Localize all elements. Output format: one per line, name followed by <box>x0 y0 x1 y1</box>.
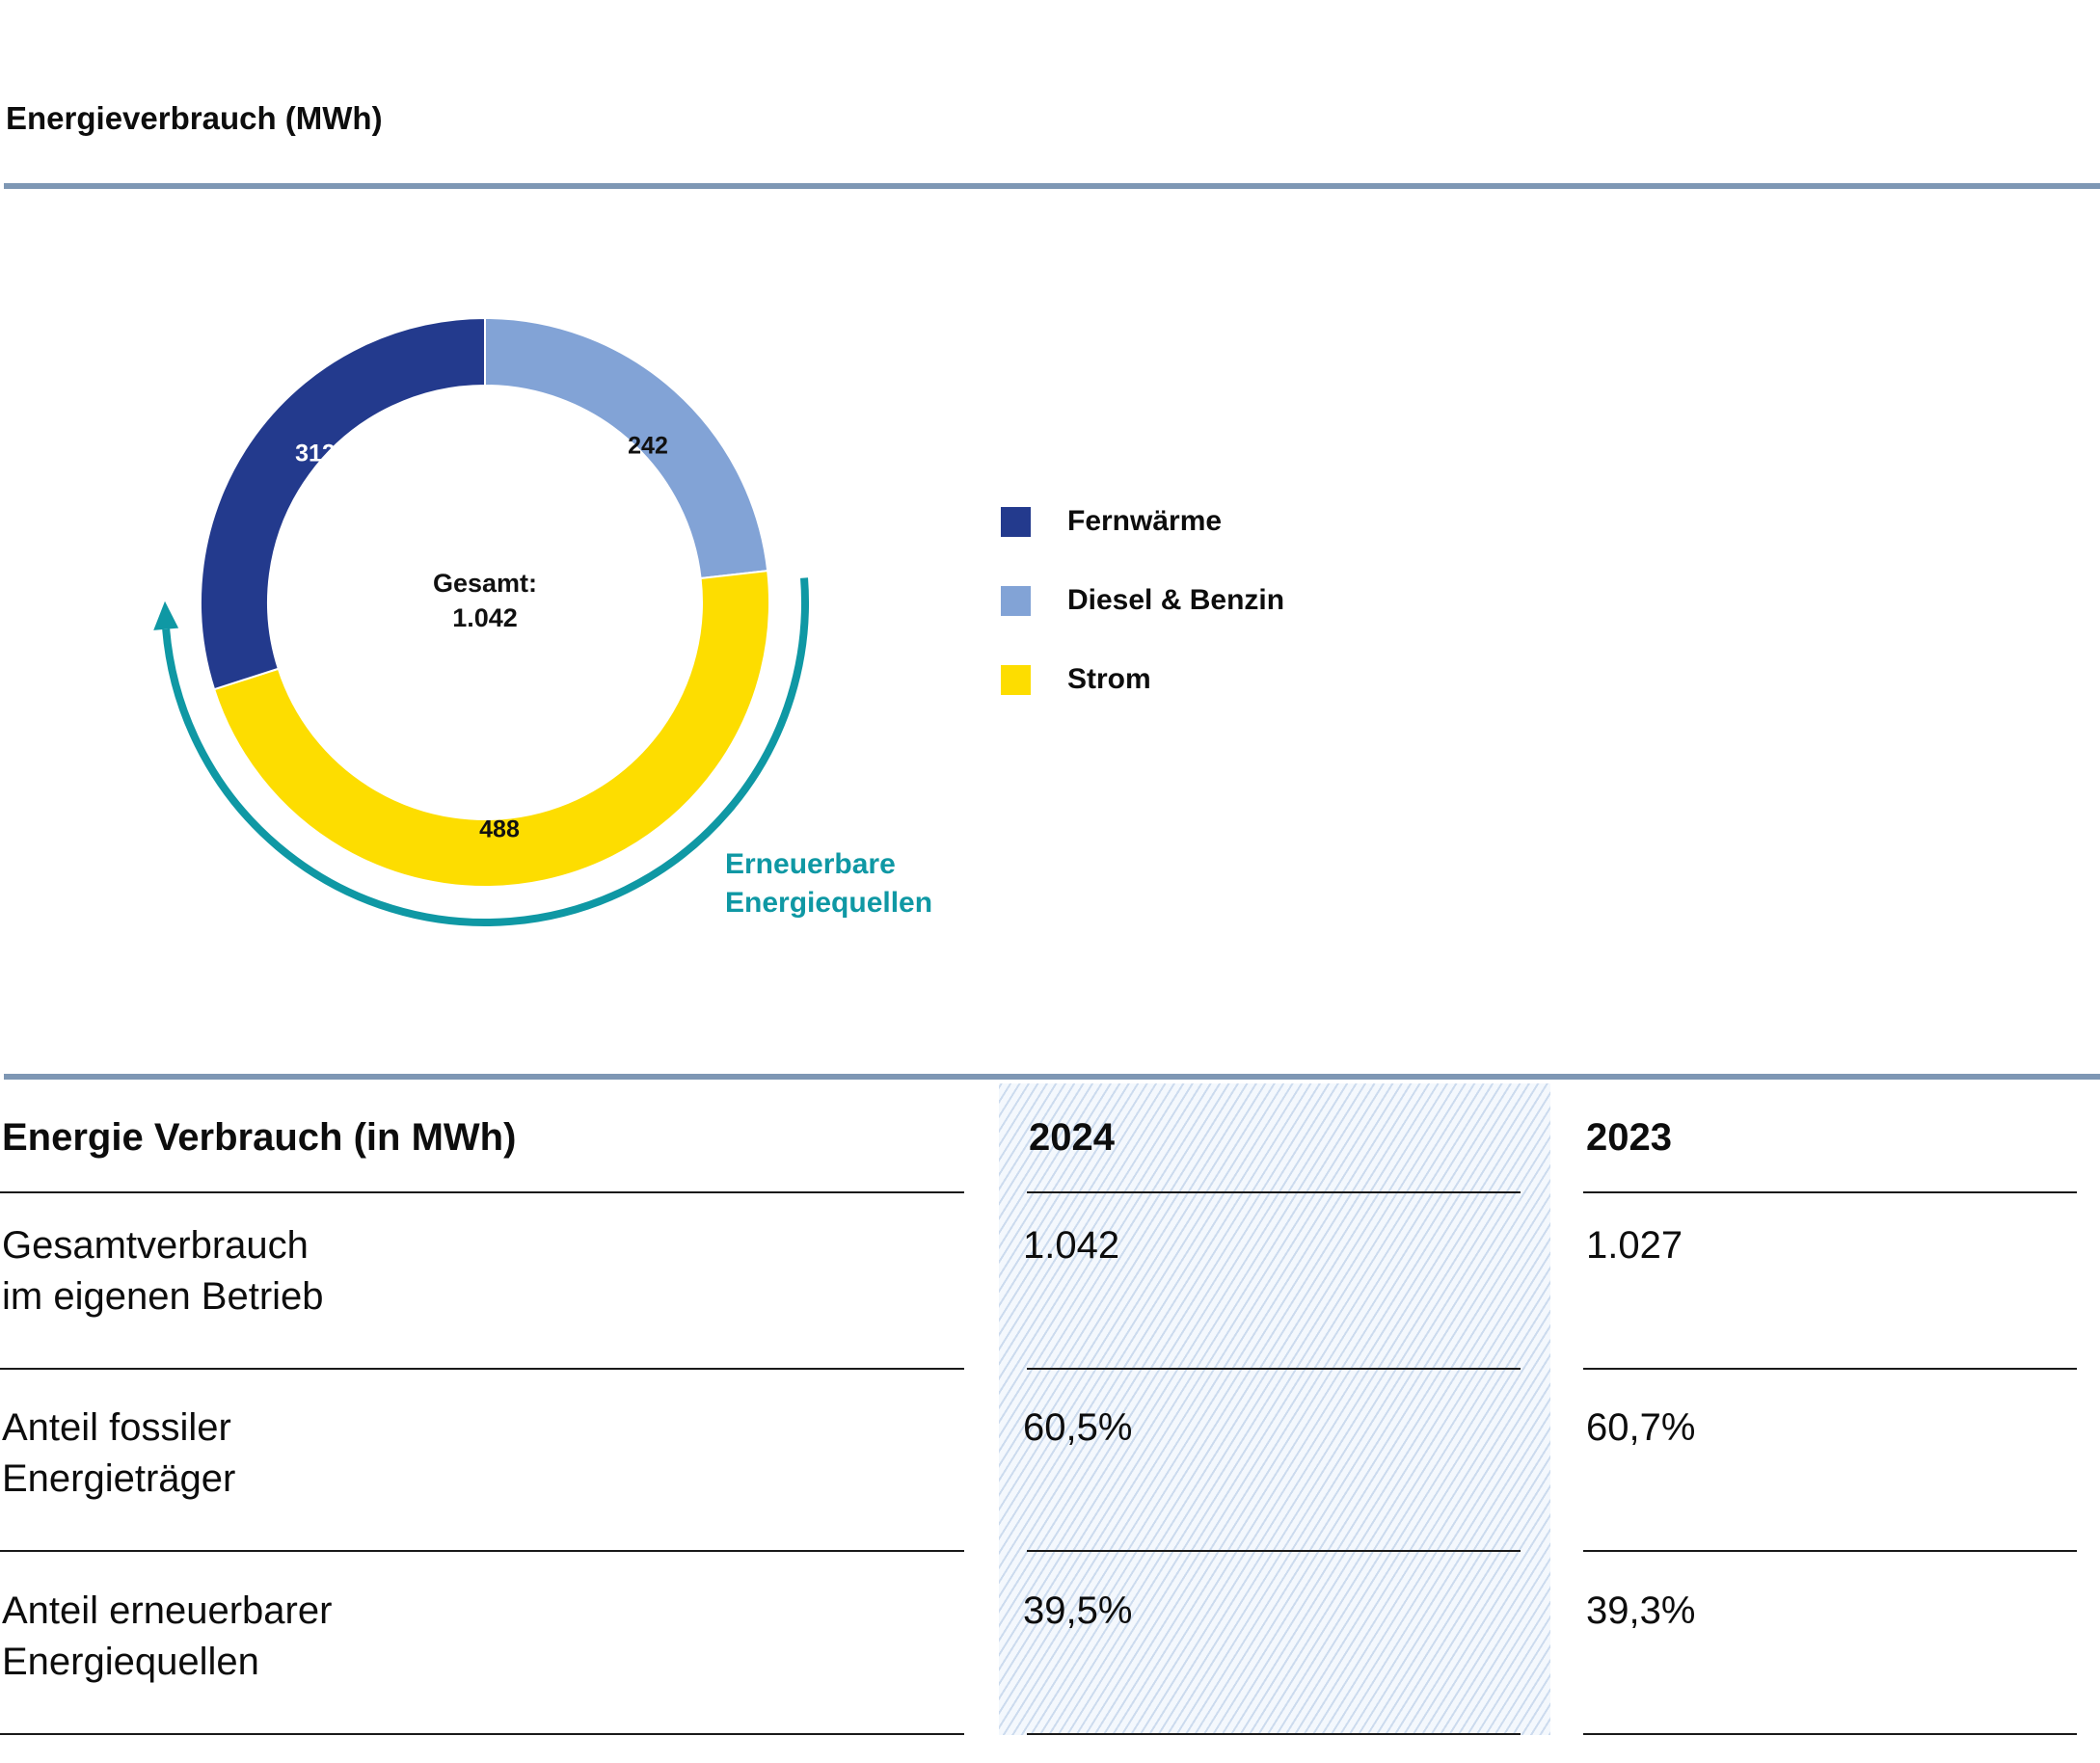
row-divider <box>1583 1191 2077 1193</box>
legend-swatch-strom <box>1001 664 1031 695</box>
renewable-arrowhead <box>153 601 179 630</box>
legend-label: Fernwärme <box>1067 505 1223 537</box>
row-divider <box>1583 1733 2077 1735</box>
row-label-renewable: Anteil erneuerbarer Energiequellen <box>2 1586 332 1688</box>
donut-chart: 242 488 312 Gesamt: 1.042 Erneuerbare Ener… <box>153 316 932 926</box>
cell-2023-fossil: 60,7% <box>1586 1406 1696 1449</box>
row-divider <box>0 1733 964 1735</box>
row-divider <box>1027 1191 1521 1193</box>
legend-label: Diesel & Benzin <box>1067 584 1285 616</box>
legend-item-strom: Strom <box>1001 640 1284 719</box>
row-label-line: Energiequellen <box>2 1641 259 1683</box>
donut-slice-2 <box>212 570 770 888</box>
row-divider <box>1583 1368 2077 1370</box>
row-label-line: Anteil fossiler <box>2 1406 231 1449</box>
donut-value-label-2: 488 <box>479 816 520 843</box>
table-header-2024: 2024 <box>1029 1116 1115 1159</box>
row-divider <box>1027 1368 1521 1370</box>
renewable-annotation-line1: Erneuerbare <box>725 848 896 880</box>
row-divider <box>0 1550 964 1552</box>
renewable-arrow <box>162 577 809 926</box>
row-label-line: im eigenen Betrieb <box>2 1275 324 1318</box>
center-label-title: Gesamt: <box>433 569 537 598</box>
cell-2024-renewable: 39,5% <box>1023 1589 1133 1632</box>
row-label-line: Gesamtverbrauch <box>2 1224 309 1267</box>
cell-2023-renewable: 39,3% <box>1586 1589 1696 1632</box>
legend-item-fernwaerme: Fernwärme <box>1001 482 1284 561</box>
legend-swatch-fernwaerme <box>1001 506 1031 537</box>
table-header-label: Energie Verbrauch (in MWh) <box>2 1116 517 1159</box>
donut-value-label-1: 242 <box>628 433 668 460</box>
row-divider <box>1583 1550 2077 1552</box>
cell-2024-fossil: 60,5% <box>1023 1406 1133 1449</box>
row-divider <box>0 1368 964 1370</box>
chart-title: Energieverbrauch (MWh) <box>6 100 383 136</box>
row-label-line: Anteil erneuerbarer <box>2 1589 333 1632</box>
chart-legend: Fernwärme Diesel & Benzin Strom <box>1001 482 1284 719</box>
row-divider <box>0 1191 964 1193</box>
legend-swatch-diesel-benzin <box>1001 585 1031 616</box>
table-header-2023: 2023 <box>1586 1116 1672 1159</box>
donut-slice-0 <box>200 316 486 691</box>
donut-slice-1 <box>484 316 769 580</box>
title-divider <box>4 183 2100 189</box>
cell-2023-gesamtverbrauch: 1.027 <box>1586 1224 1683 1267</box>
row-label-fossil: Anteil fossiler Energieträger <box>2 1402 235 1505</box>
legend-label: Strom <box>1067 663 1151 695</box>
row-divider <box>1027 1733 1521 1735</box>
center-label-total: 1.042 <box>452 603 518 632</box>
renewable-annotation-line2: Energiequellen <box>725 887 932 919</box>
row-label-line: Energieträger <box>2 1457 236 1500</box>
cell-2024-gesamtverbrauch: 1.042 <box>1023 1224 1120 1267</box>
legend-item-diesel-benzin: Diesel & Benzin <box>1001 561 1284 640</box>
table-top-divider <box>4 1074 2100 1080</box>
row-divider <box>1027 1550 1521 1552</box>
donut-value-label-0: 312 <box>295 440 336 467</box>
row-label-gesamtverbrauch: Gesamtverbrauch im eigenen Betrieb <box>2 1220 324 1322</box>
